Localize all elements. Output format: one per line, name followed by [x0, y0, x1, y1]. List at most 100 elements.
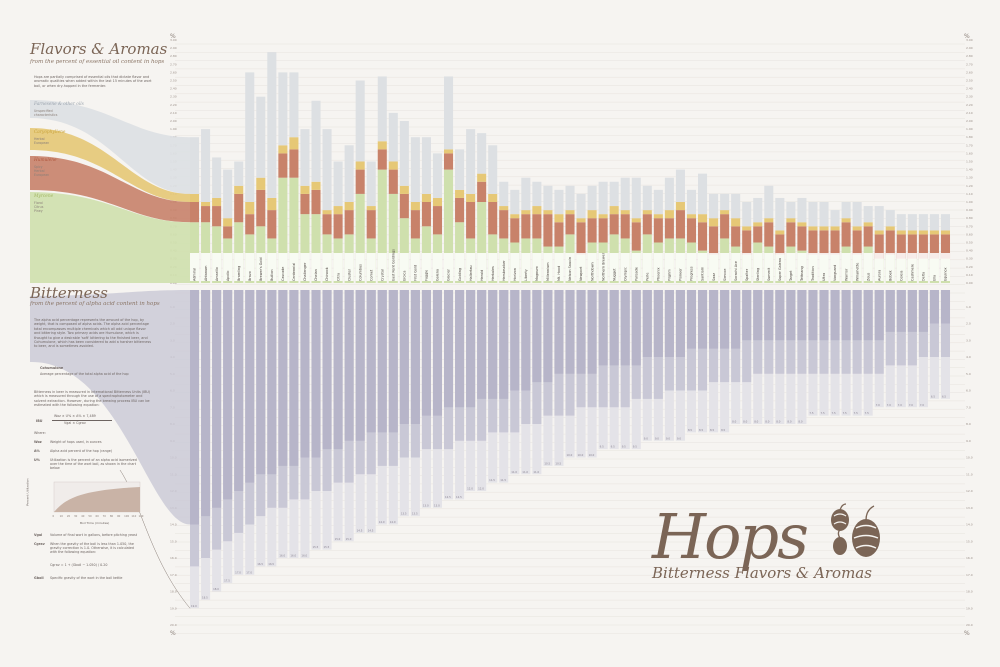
cohumulone-value-label: 11.5 — [489, 478, 495, 482]
hop-name-label: Bullion — [270, 269, 274, 281]
hop-name-label: Santiam — [701, 266, 705, 281]
label-box — [731, 253, 741, 281]
label-box — [885, 253, 895, 281]
oil-bar-segment — [896, 214, 906, 231]
oil-bar-segment — [311, 100, 321, 182]
oil-bar-segment — [653, 189, 663, 215]
oil-bar-segment — [366, 206, 376, 211]
cohumulone-value-label: 13.0 — [423, 503, 429, 507]
pct-top-left: % — [170, 33, 176, 40]
label-box — [466, 253, 476, 281]
label-box — [819, 253, 829, 281]
oil-bar-segment — [885, 226, 895, 231]
flavor-tick-label: 0.70 — [966, 224, 973, 228]
hop-name-label: Northern Brewer — [601, 252, 605, 281]
oil-bar-segment — [709, 193, 719, 219]
cohumulone-desc: Average percentage of the total alpha ac… — [40, 372, 129, 376]
oil-bar-segment — [830, 226, 840, 231]
cohumulone-value-label: 7.5 — [865, 411, 869, 415]
alpha-tick-label: 17.0 — [170, 573, 177, 577]
label-box — [190, 253, 200, 281]
alpha-tick-label: 10.0 — [966, 456, 973, 460]
oil-bar-segment — [455, 189, 465, 198]
oil-bar-segment — [399, 193, 409, 219]
label-box — [675, 253, 685, 281]
brand-title: Hops — [652, 500, 809, 573]
flavor-tick-label: 0.90 — [966, 208, 973, 212]
oil-bar-segment — [698, 222, 708, 251]
cohumulone-value-label: 10.5 — [555, 461, 561, 465]
cohumulone-value-label: 16.5 — [257, 562, 263, 566]
flavor-tick-label: 2.80 — [966, 54, 973, 58]
cohumulone-value-label: 8.5 — [688, 428, 692, 432]
oil-bar-segment — [267, 197, 277, 211]
oil-bar-segment — [245, 202, 255, 215]
flavor-tick-label: 2.40 — [170, 87, 177, 91]
cohumulone-pointer-line — [119, 469, 191, 609]
oil-bar-segment — [786, 218, 796, 223]
oil-bar-segment — [653, 218, 663, 243]
oil-bar-segment — [311, 214, 321, 283]
alpha-min-bar — [267, 290, 277, 475]
cohumulone-value-label: 12.5 — [445, 495, 451, 499]
label-box — [631, 253, 641, 281]
util-tick-label: 50 — [88, 514, 92, 518]
oil-bar-segment — [797, 226, 807, 251]
legend-name: Humulene — [34, 158, 57, 163]
oil-bar-segment — [499, 206, 509, 211]
oil-bar-segment — [377, 76, 387, 142]
alpha-min-bar — [543, 290, 553, 383]
label-box — [830, 253, 840, 281]
oil-bar-segment — [764, 185, 774, 219]
flavor-tick-label: 0.30 — [966, 257, 973, 261]
hop-name-label: Ahtanum — [204, 265, 208, 281]
oil-bar-segment — [940, 214, 951, 231]
oil-bar-segment — [421, 193, 431, 202]
def-woz-text: Weight of hops used, in ounces — [50, 440, 102, 444]
alpha-min-bar — [885, 290, 895, 332]
label-box — [907, 253, 917, 281]
oil-bar-segment — [521, 210, 531, 215]
oil-bar-segment — [797, 197, 807, 223]
oil-bar-segment — [642, 214, 652, 235]
alpha-min-bar — [201, 290, 211, 517]
flavor-tick-label: 0.00 — [966, 281, 973, 285]
label-box — [510, 253, 520, 281]
oil-bar-segment — [675, 202, 685, 211]
oil-bar-segment — [940, 230, 951, 235]
cohumulone-value-label: 8.5 — [699, 428, 703, 432]
oil-bar-segment — [620, 210, 630, 215]
cohumulone-value-label: 15.0 — [346, 537, 352, 541]
alpha-min-bar — [863, 290, 873, 341]
cohumulone-value-label: 7.0 — [909, 403, 913, 407]
oil-bar-segment — [355, 193, 365, 283]
brand-subtitle: Bitterness Flavors & Aromas — [652, 564, 872, 582]
legend-desc: Floral Citrus Piney — [34, 201, 44, 214]
alpha-min-bar — [554, 290, 564, 374]
oil-bar-segment — [410, 210, 420, 239]
oil-bar-segment — [907, 214, 917, 231]
cohumulone-value-label: 11.0 — [522, 470, 528, 474]
flavor-tick-label: 1.90 — [170, 127, 177, 131]
legend-flow-band — [30, 156, 190, 223]
cohumulone-label: Cohumulone — [40, 366, 64, 370]
cohumulone-value-label: 13.5 — [412, 512, 418, 516]
label-box — [289, 253, 299, 281]
cohumulone-value-label: 8.0 — [776, 420, 780, 424]
alpha-min-bar — [355, 290, 365, 441]
oil-bar-segment — [366, 210, 376, 239]
alpha-tick-label: 9.0 — [966, 439, 971, 443]
cohumulone-value-label: 17.5 — [224, 579, 230, 583]
oil-bar-segment — [918, 230, 928, 235]
oil-bar-segment — [521, 214, 531, 239]
alpha-min-bar — [311, 290, 321, 458]
oil-bar-segment — [377, 149, 387, 170]
oil-bar-segment — [212, 157, 222, 198]
alpha-min-bar — [753, 290, 763, 341]
label-box — [664, 253, 674, 281]
alpha-min-bar — [929, 290, 939, 324]
oil-bar-segment — [631, 222, 641, 251]
alpha-min-bar — [477, 290, 487, 399]
oil-bar-segment — [709, 226, 719, 255]
oil-bar-segment — [907, 234, 917, 259]
